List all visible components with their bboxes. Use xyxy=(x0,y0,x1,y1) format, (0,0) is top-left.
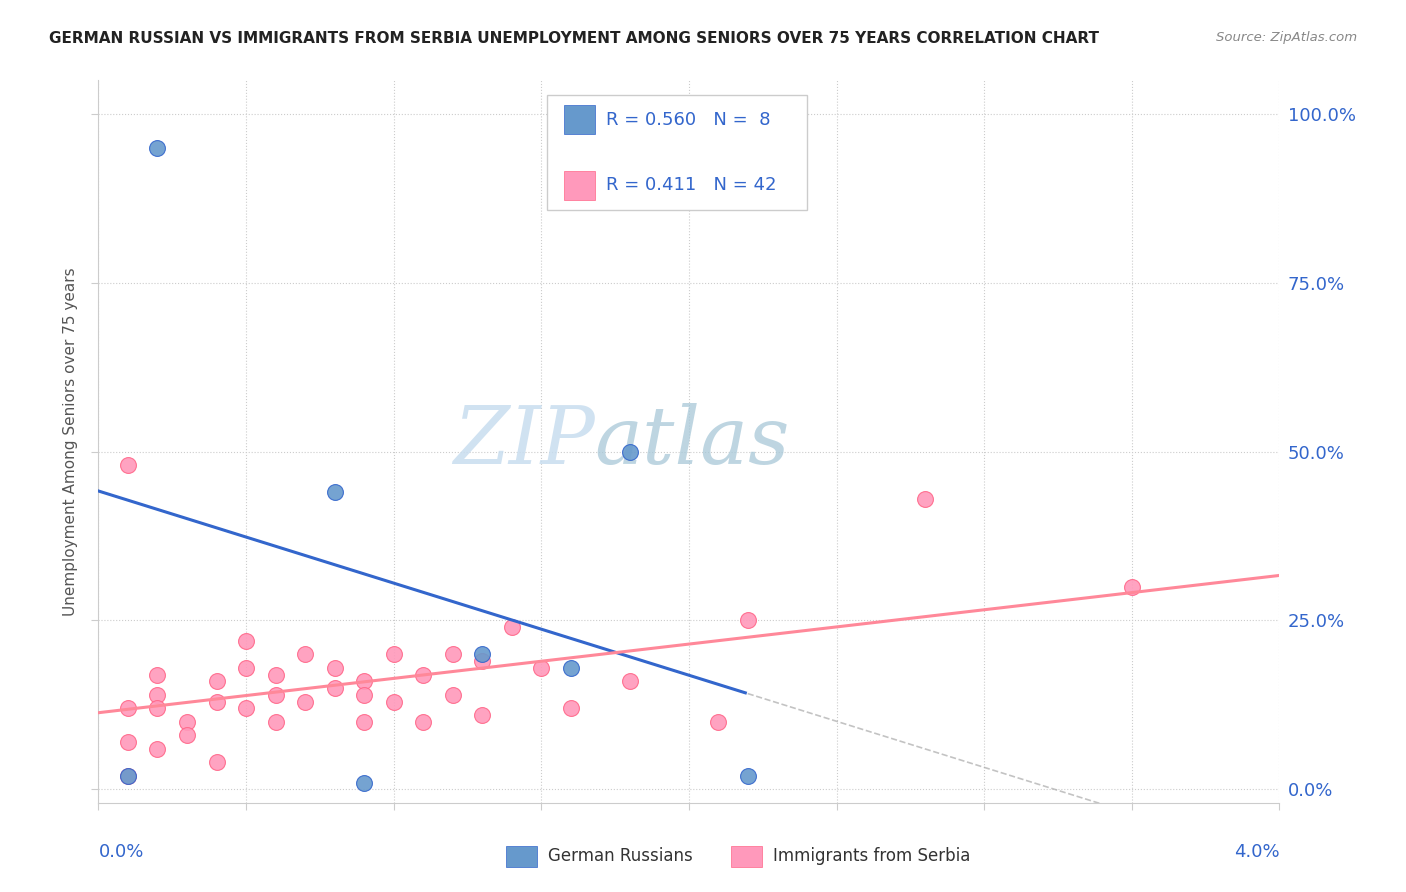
Point xyxy=(205,694,228,708)
Point xyxy=(353,714,375,729)
Text: 0.0%: 0.0% xyxy=(98,843,143,861)
Point xyxy=(1121,580,1143,594)
Point xyxy=(264,667,287,681)
Point xyxy=(353,674,375,689)
Point xyxy=(235,701,257,715)
Point xyxy=(117,769,139,783)
Point xyxy=(323,485,346,500)
Point xyxy=(382,647,405,661)
Point xyxy=(441,688,464,702)
Point xyxy=(382,694,405,708)
Point xyxy=(117,769,139,783)
Text: German Russians: German Russians xyxy=(548,847,693,865)
Point xyxy=(471,647,494,661)
Point xyxy=(146,141,169,155)
Point xyxy=(205,674,228,689)
Point xyxy=(353,688,375,702)
Text: Immigrants from Serbia: Immigrants from Serbia xyxy=(773,847,970,865)
Point xyxy=(471,708,494,723)
Point xyxy=(530,661,553,675)
Point xyxy=(146,667,169,681)
Point xyxy=(560,661,582,675)
Point xyxy=(117,735,139,749)
Point xyxy=(235,661,257,675)
Point xyxy=(737,614,759,628)
Point xyxy=(501,620,523,634)
Point xyxy=(264,714,287,729)
Text: R = 0.560   N =  8: R = 0.560 N = 8 xyxy=(606,111,770,128)
Point xyxy=(441,647,464,661)
Point xyxy=(264,688,287,702)
Point xyxy=(412,714,434,729)
Text: 4.0%: 4.0% xyxy=(1234,843,1279,861)
Point xyxy=(205,756,228,770)
Point xyxy=(353,775,375,789)
Text: GERMAN RUSSIAN VS IMMIGRANTS FROM SERBIA UNEMPLOYMENT AMONG SENIORS OVER 75 YEAR: GERMAN RUSSIAN VS IMMIGRANTS FROM SERBIA… xyxy=(49,31,1099,46)
Text: R = 0.411   N = 42: R = 0.411 N = 42 xyxy=(606,177,776,194)
Text: Source: ZipAtlas.com: Source: ZipAtlas.com xyxy=(1216,31,1357,45)
Point xyxy=(176,714,198,729)
Point xyxy=(176,728,198,742)
Point xyxy=(146,688,169,702)
Point xyxy=(471,654,494,668)
Point xyxy=(323,661,346,675)
Point xyxy=(294,647,316,661)
Point xyxy=(146,701,169,715)
Point xyxy=(560,701,582,715)
Point xyxy=(235,633,257,648)
Point xyxy=(619,444,641,458)
Point xyxy=(117,701,139,715)
Y-axis label: Unemployment Among Seniors over 75 years: Unemployment Among Seniors over 75 years xyxy=(63,268,79,615)
Point xyxy=(412,667,434,681)
Text: ZIP: ZIP xyxy=(453,403,595,480)
Point xyxy=(707,714,730,729)
Point xyxy=(737,769,759,783)
Point xyxy=(323,681,346,695)
Point xyxy=(146,741,169,756)
Point xyxy=(619,674,641,689)
Text: atlas: atlas xyxy=(595,403,790,480)
Point xyxy=(294,694,316,708)
Point xyxy=(117,458,139,472)
Point xyxy=(914,491,936,506)
